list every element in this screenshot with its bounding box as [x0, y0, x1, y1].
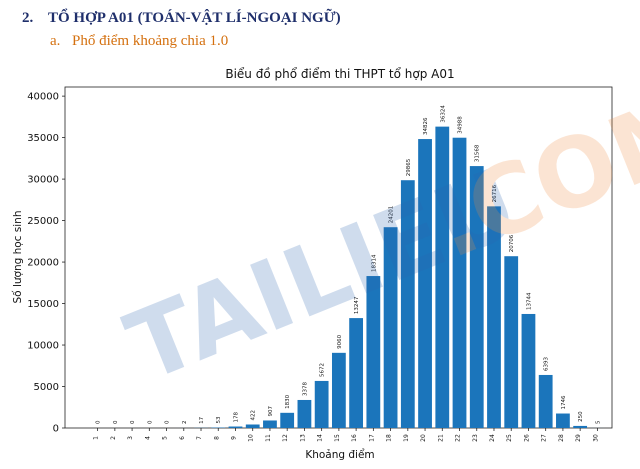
y-tick-label: 15000 [27, 299, 59, 310]
bar [229, 427, 243, 428]
value-label: 0 [96, 420, 102, 424]
bar [504, 256, 518, 428]
value-label: 1746 [561, 395, 567, 409]
heading-title: TỔ HỢP A01 (TOÁN-VẬT LÍ-NGOẠI NGỮ) [48, 8, 341, 26]
x-tick-label: 20 [420, 434, 427, 442]
value-label: 34988 [458, 116, 464, 134]
x-tick-label: 18 [386, 434, 393, 442]
bar [332, 353, 346, 428]
x-tick-label: 23 [472, 434, 479, 442]
x-tick-label: 4 [144, 436, 151, 440]
x-tick-label: 9 [230, 436, 237, 440]
x-tick-label: 30 [592, 434, 599, 442]
x-tick-label: 16 [351, 434, 358, 442]
y-tick-label: 10000 [27, 341, 59, 352]
x-tick-label: 22 [455, 434, 462, 442]
y-tick-label: 30000 [27, 175, 59, 186]
value-label: 6393 [544, 356, 550, 370]
y-tick-label: 5000 [34, 382, 59, 393]
value-label: 1830 [285, 394, 291, 408]
bar [280, 413, 294, 428]
value-label: 0 [130, 420, 136, 424]
x-tick-label: 14 [317, 434, 324, 442]
value-label: 907 [268, 405, 274, 416]
value-label: 0 [165, 420, 171, 424]
x-tick-label: 24 [489, 434, 496, 442]
x-tick-label: 5 [162, 436, 169, 440]
bar [349, 318, 363, 428]
bar [573, 426, 587, 428]
bar [263, 420, 277, 428]
value-label: 178 [233, 412, 239, 423]
value-label: 5 [595, 420, 601, 424]
value-label: 5672 [320, 363, 326, 377]
x-tick-label: 28 [558, 434, 565, 442]
y-tick-label: 20000 [27, 258, 59, 269]
x-tick-label: 13 [299, 434, 306, 442]
value-label: 53 [216, 416, 222, 423]
x-tick-label: 2 [110, 436, 117, 440]
value-label: 2 [182, 420, 188, 424]
x-tick-label: 29 [575, 434, 582, 442]
bar [539, 375, 553, 428]
subheading-text: Phổ điểm khoảng chia 1.0 [72, 33, 228, 49]
y-tick-label: 40000 [27, 92, 59, 103]
y-tick-label: 0 [53, 424, 59, 435]
bar [315, 381, 329, 428]
x-tick-label: 1 [93, 436, 100, 440]
heading-number: 2. [22, 10, 34, 26]
x-tick-label: 17 [368, 434, 375, 442]
value-label: 9060 [337, 334, 343, 348]
x-tick-label: 6 [179, 436, 186, 440]
bar [522, 314, 536, 428]
bar [298, 400, 312, 428]
y-tick-label: 25000 [27, 216, 59, 227]
x-tick-label: 26 [523, 434, 530, 442]
value-label: 422 [251, 410, 257, 421]
x-tick-label: 15 [334, 434, 341, 442]
y-tick-label: 35000 [27, 133, 59, 144]
value-label: 17 [199, 416, 205, 423]
x-axis-label: Khoảng điểm [305, 448, 374, 461]
value-label: 250 [578, 411, 584, 422]
x-tick-label: 7 [196, 436, 203, 440]
x-tick-label: 3 [127, 436, 134, 440]
y-axis-label: Số lượng học sinh [12, 211, 24, 304]
x-tick-label: 27 [541, 434, 548, 442]
x-tick-label: 21 [437, 434, 444, 442]
bar [556, 414, 570, 428]
x-tick-label: 8 [213, 436, 220, 440]
x-tick-label: 12 [282, 434, 289, 442]
chart-title: Biểu đồ phổ điểm thi THPT tổ hợp A01 [225, 67, 454, 81]
value-label: 3378 [302, 381, 308, 395]
x-tick-label: 19 [403, 434, 410, 442]
value-label: 34826 [423, 117, 429, 135]
value-label: 13744 [526, 292, 532, 310]
subheading-marker: a. [50, 33, 60, 49]
value-label: 0 [147, 420, 153, 424]
value-label: 36324 [440, 105, 446, 123]
x-tick-label: 11 [265, 434, 272, 442]
bar [246, 424, 260, 428]
x-tick-label: 10 [248, 434, 255, 442]
x-tick-label: 25 [506, 434, 513, 442]
watermark-suffix: .COM [418, 70, 640, 280]
value-label: 29865 [406, 158, 412, 176]
value-label: 0 [113, 420, 119, 424]
